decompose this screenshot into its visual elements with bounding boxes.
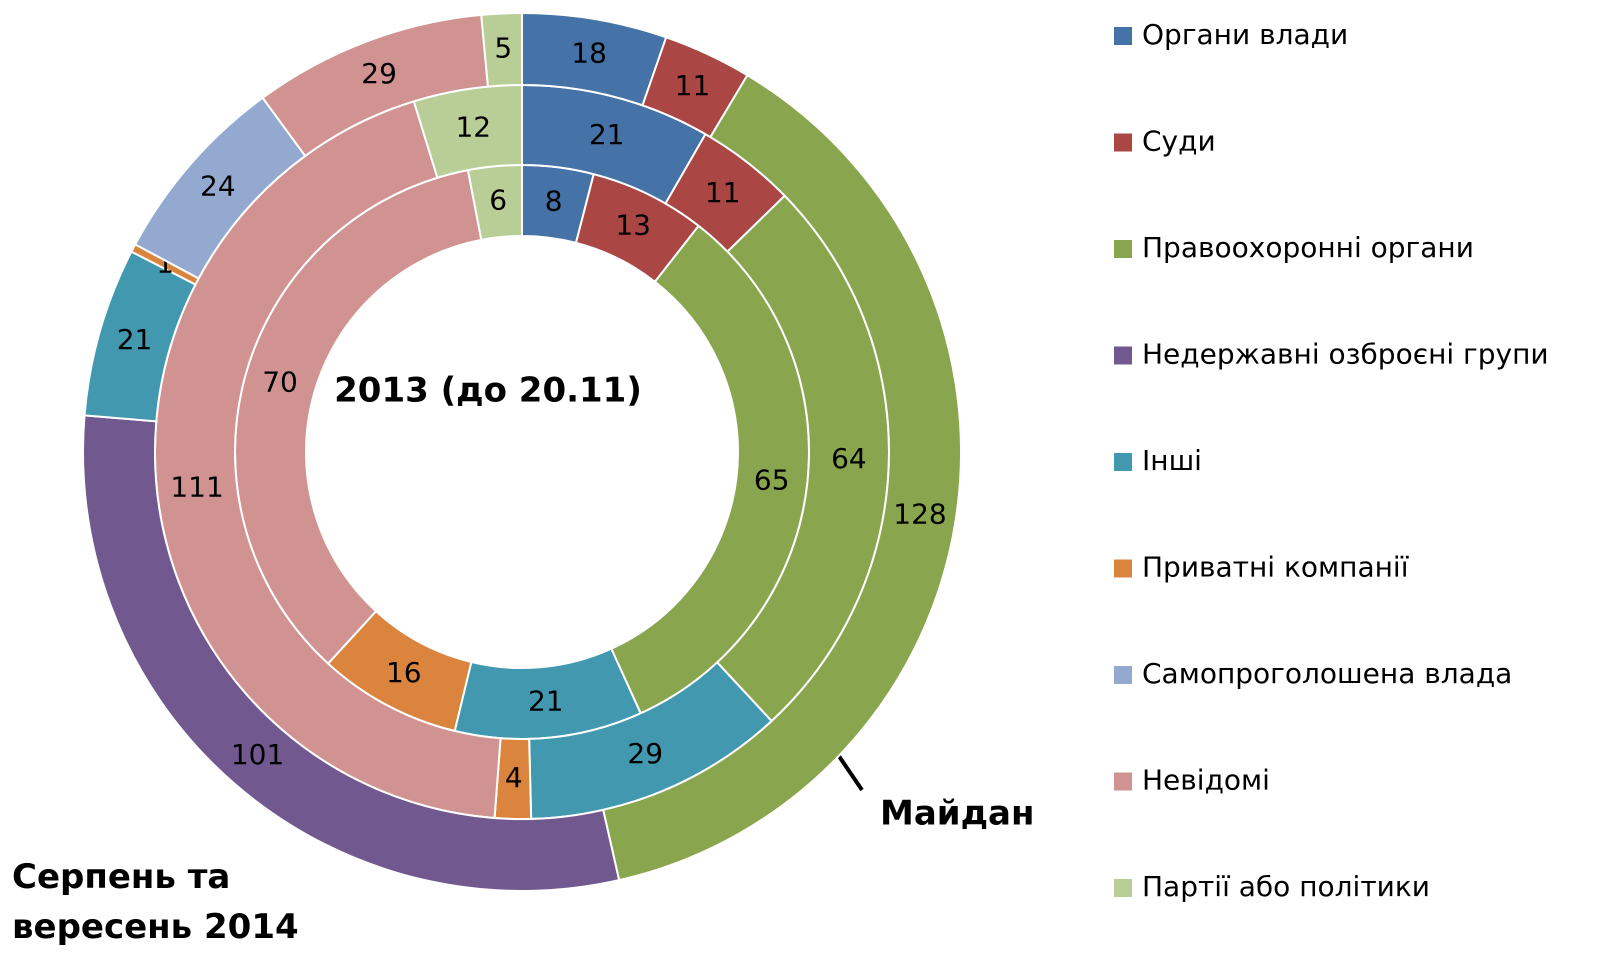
legend-label: Інші — [1142, 444, 1202, 477]
data-label: 21 — [528, 684, 564, 717]
data-label: 16 — [386, 656, 422, 689]
legend-swatch — [1114, 666, 1132, 684]
donut-segment — [601, 73, 963, 882]
inner-ring-title: 2013 (до 20.11) — [334, 371, 642, 411]
data-label: 29 — [361, 57, 397, 90]
data-label: 12 — [455, 111, 491, 144]
legend-swatch — [1114, 453, 1132, 471]
data-label: 5 — [494, 31, 512, 64]
outer-ring-title: Серпень та вересень 2014 — [12, 857, 299, 947]
legend-swatch — [1114, 240, 1132, 258]
legend-label: Органи влади — [1142, 18, 1348, 51]
legend-swatch — [1114, 133, 1132, 152]
data-label: 29 — [627, 737, 663, 770]
data-label: 21 — [589, 118, 625, 151]
data-label: 21 — [117, 323, 153, 356]
middle-ring-title: Майдан — [880, 794, 1035, 834]
data-label: 101 — [231, 738, 284, 771]
data-label: 111 — [170, 471, 223, 504]
data-label: 64 — [831, 442, 867, 475]
legend-swatch — [1114, 559, 1132, 578]
data-label: 11 — [705, 176, 741, 209]
donut-segment — [480, 11, 523, 88]
legend-label: Суди — [1142, 125, 1216, 158]
data-label: 70 — [262, 365, 298, 398]
legend-swatch — [1114, 346, 1132, 365]
legend-label: Невідомі — [1142, 764, 1270, 797]
data-label: 13 — [615, 208, 651, 241]
data-label: 24 — [200, 170, 236, 203]
data-label: 4 — [505, 761, 523, 794]
data-label: 8 — [545, 185, 563, 218]
legend-label: Партії або політики — [1142, 870, 1430, 903]
data-label: 18 — [571, 37, 607, 70]
legend-swatch — [1114, 879, 1132, 897]
legend-label: Приватні компанії — [1142, 551, 1409, 584]
legend-label: Недержавні озброєні групи — [1142, 338, 1549, 371]
data-label: 65 — [754, 464, 790, 497]
legend-label: Самопроголошена влада — [1142, 657, 1512, 690]
legend-label: Правоохоронні органи — [1142, 231, 1474, 264]
data-label: 6 — [489, 184, 507, 217]
legend-swatch — [1114, 27, 1132, 45]
legend-swatch — [1114, 772, 1132, 791]
data-label: 128 — [893, 497, 946, 530]
data-label: 11 — [675, 69, 711, 102]
